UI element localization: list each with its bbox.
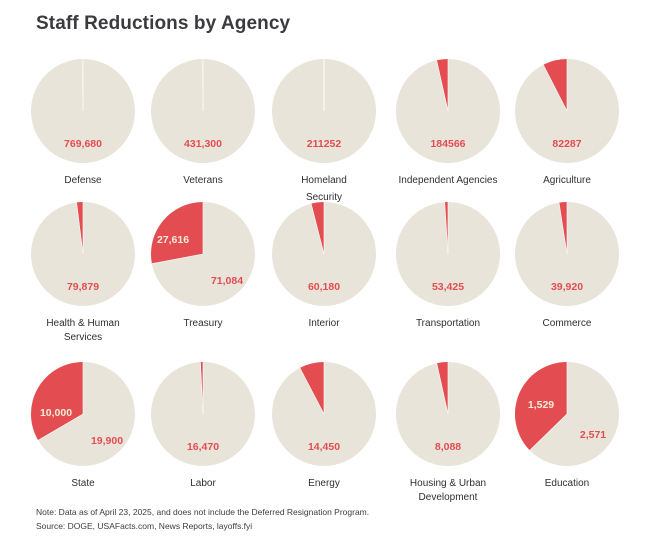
- slice-separator: [37, 413, 84, 441]
- reduction-value-label: 10,000: [40, 407, 72, 419]
- remaining-value-label: 82287: [552, 138, 581, 150]
- chart-notes: Note: Data as of April 23, 2025, and doe…: [36, 505, 369, 533]
- agency-label: Independent Agencies: [378, 174, 518, 188]
- remaining-value-label: 19,900: [91, 435, 123, 447]
- agency-label-line: Security: [305, 192, 343, 203]
- slice-separator: [444, 202, 449, 255]
- slice-separator: [436, 363, 449, 415]
- agency-label: Health & Human Services: [13, 317, 153, 345]
- remaining-value-label: 39,920: [551, 281, 583, 293]
- pie-svg: 19,900 10,000: [31, 362, 135, 466]
- remaining-value-label: 16,470: [187, 441, 219, 453]
- agency-label: Housing & Urban Development: [378, 477, 518, 505]
- agency-label-line: Housing & Urban: [409, 478, 487, 489]
- agency-label: Education: [497, 477, 637, 491]
- remaining-value-label: 14,450: [308, 441, 340, 453]
- pie-svg: 53,425: [396, 202, 500, 306]
- remaining-value-label: 60,180: [308, 281, 340, 293]
- slice-separator: [436, 60, 449, 112]
- slice-separator: [310, 203, 325, 255]
- remaining-value-label: 184566: [430, 138, 465, 150]
- agency-label-line: Defense: [64, 175, 102, 186]
- remaining-value-label: 8,088: [435, 441, 461, 453]
- pie-svg: 2,571 1,529: [515, 362, 619, 466]
- pie-svg: 769,680: [31, 58, 135, 163]
- reduction-value-label: 27,616: [157, 234, 189, 246]
- source-text: Source: DOGE, USAFacts.com, News Reports…: [36, 521, 253, 531]
- slice-reduction: [543, 59, 567, 111]
- agency-label-line: Energy: [308, 478, 340, 489]
- pie-svg: 82287: [515, 59, 619, 163]
- agency-label-line: Independent Agencies: [398, 175, 498, 186]
- remaining-value-label: 211252: [307, 138, 342, 150]
- agency-label-line: Labor: [190, 478, 216, 489]
- agency-label-line: Transportation: [415, 318, 481, 329]
- pie-svg: 39,920: [515, 202, 619, 306]
- agency-label-line: Interior: [308, 318, 340, 329]
- agency-label: Veterans: [133, 174, 273, 188]
- agency-label: Energy: [254, 477, 394, 491]
- agency-label-line: Health & Human: [46, 318, 120, 329]
- slice-separator: [76, 202, 84, 255]
- agency-label-line: Treasury: [183, 318, 223, 329]
- pie-svg: 16,470: [151, 362, 255, 466]
- remaining-value-label: 2,571: [580, 429, 606, 441]
- remaining-value-label: 71,084: [211, 275, 243, 287]
- pie-svg: 8,088: [396, 362, 500, 466]
- agency-label-line: Education: [544, 478, 590, 489]
- slice-separator: [151, 253, 204, 264]
- agency-label: Transportation: [378, 317, 518, 331]
- agency-label: Agriculture: [497, 174, 637, 188]
- agency-label: State: [13, 477, 153, 491]
- agency-label: Labor: [133, 477, 273, 491]
- slice-reduction: [515, 362, 567, 451]
- agency-label: Defense: [13, 174, 153, 188]
- slice-separator: [529, 413, 568, 451]
- reduction-value-label: 1,529: [528, 399, 554, 411]
- pie-svg: 211252: [272, 59, 376, 163]
- agency-label-line: State: [71, 478, 95, 489]
- agency-label-line: Commerce: [542, 318, 592, 329]
- agency-label: Homeland Security: [254, 174, 394, 205]
- slice-separator: [543, 64, 568, 112]
- pie-svg: 71,084 27,616: [151, 202, 255, 306]
- remaining-value-label: 769,680: [64, 138, 102, 150]
- pie-svg: 14,450: [272, 362, 376, 466]
- agency-label: Interior: [254, 317, 394, 331]
- agency-label-line: Services: [63, 332, 103, 343]
- slice-reduction: [299, 362, 324, 414]
- pie-svg: 184566: [396, 59, 500, 163]
- remaining-value-label: 53,425: [432, 281, 464, 293]
- pie-svg: 79,879: [31, 202, 135, 306]
- agency-label: Treasury: [133, 317, 273, 331]
- agency-label-line: Agriculture: [543, 175, 591, 186]
- slice-reduction: [31, 362, 83, 441]
- agency-label-line: Veterans: [183, 175, 223, 186]
- note-text: Note: Data as of April 23, 2025, and doe…: [36, 507, 370, 517]
- remaining-value-label: 431,300: [184, 138, 222, 150]
- agency-label-line: Homeland: [301, 175, 347, 186]
- chart-title: Staff Reductions by Agency: [36, 13, 291, 34]
- slice-separator: [200, 362, 204, 415]
- remaining-value-label: 79,879: [67, 281, 99, 293]
- slice-reduction: [151, 202, 203, 264]
- slice-separator: [558, 202, 568, 255]
- pie-svg: 60,180: [272, 202, 376, 306]
- agency-label: Commerce: [497, 317, 637, 331]
- pie-svg: 431,300: [151, 58, 255, 163]
- agency-label-line: Development: [418, 492, 478, 503]
- slice-separator: [299, 367, 325, 415]
